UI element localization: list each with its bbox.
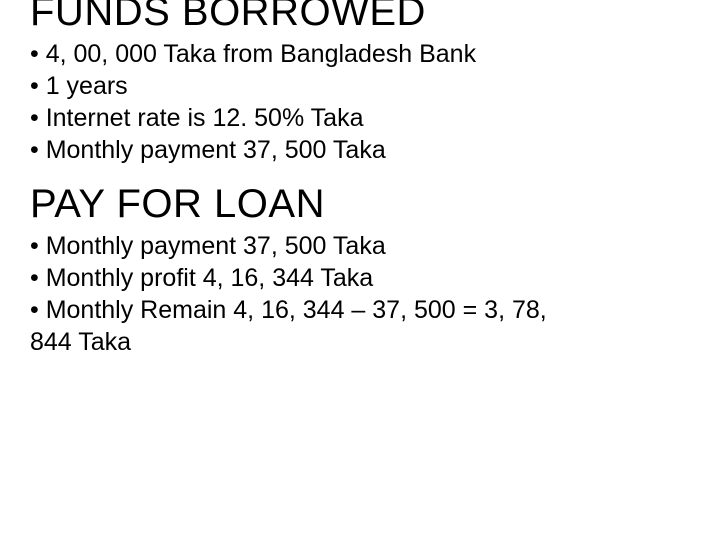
section-title-pay-for-loan: PAY FOR LOAN — [30, 184, 690, 224]
bullet-item: • Monthly payment 37, 500 Taka — [30, 230, 550, 262]
bullet-item: • 4, 00, 000 Taka from Bangladesh Bank — [30, 38, 550, 70]
bullet-item: • 1 years — [30, 70, 550, 102]
slide: FUNDS BORROWED • 4, 00, 000 Taka from Ba… — [0, 0, 720, 532]
bullet-item: • Monthly payment 37, 500 Taka — [30, 134, 550, 166]
bullet-item: • Monthly Remain 4, 16, 344 – 37, 500 = … — [30, 294, 550, 358]
section-title-funds-borrowed: FUNDS BORROWED — [30, 0, 690, 32]
bullet-list-funds-borrowed: • 4, 00, 000 Taka from Bangladesh Bank •… — [30, 38, 550, 166]
bullet-list-pay-for-loan: • Monthly payment 37, 500 Taka • Monthly… — [30, 230, 550, 358]
bullet-item: • Internet rate is 12. 50% Taka — [30, 102, 550, 134]
bullet-item: • Monthly profit 4, 16, 344 Taka — [30, 262, 550, 294]
